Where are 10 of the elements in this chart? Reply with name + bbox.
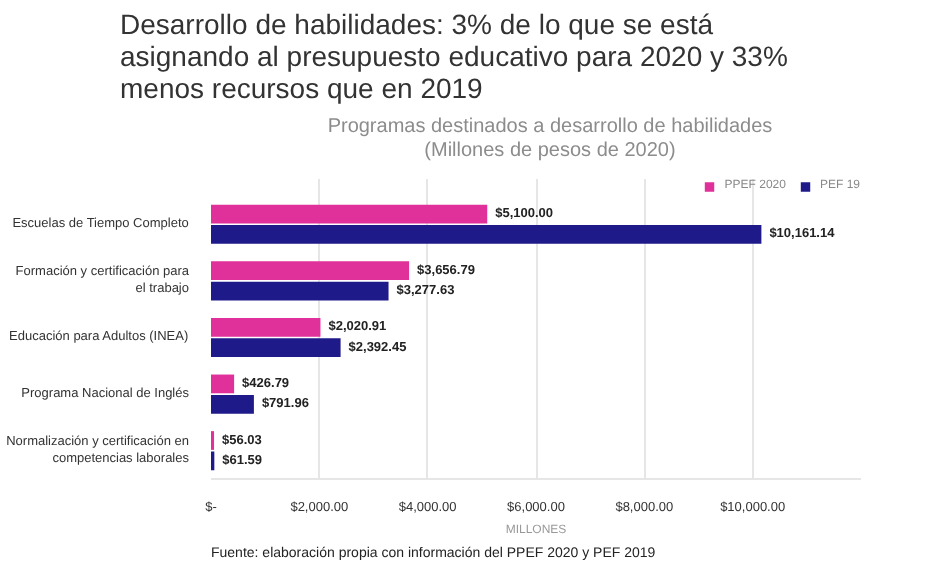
bar: [211, 374, 235, 394]
chart-title: Desarrollo de habilidades: 3% de lo que se está asignando al presupuesto educativo para 2020 y 33% menos recursos que en 2019: [118, 8, 790, 104]
bar: [211, 281, 389, 301]
bar: [211, 204, 488, 224]
chart-subtitle: Programas destinados a desarrollo de habilidades (Millones de pesos de 2020): [325, 116, 775, 164]
bar: [211, 394, 254, 414]
bar: [211, 225, 762, 244]
bar: [211, 261, 410, 281]
bar: [211, 317, 321, 337]
bar: [211, 338, 341, 358]
